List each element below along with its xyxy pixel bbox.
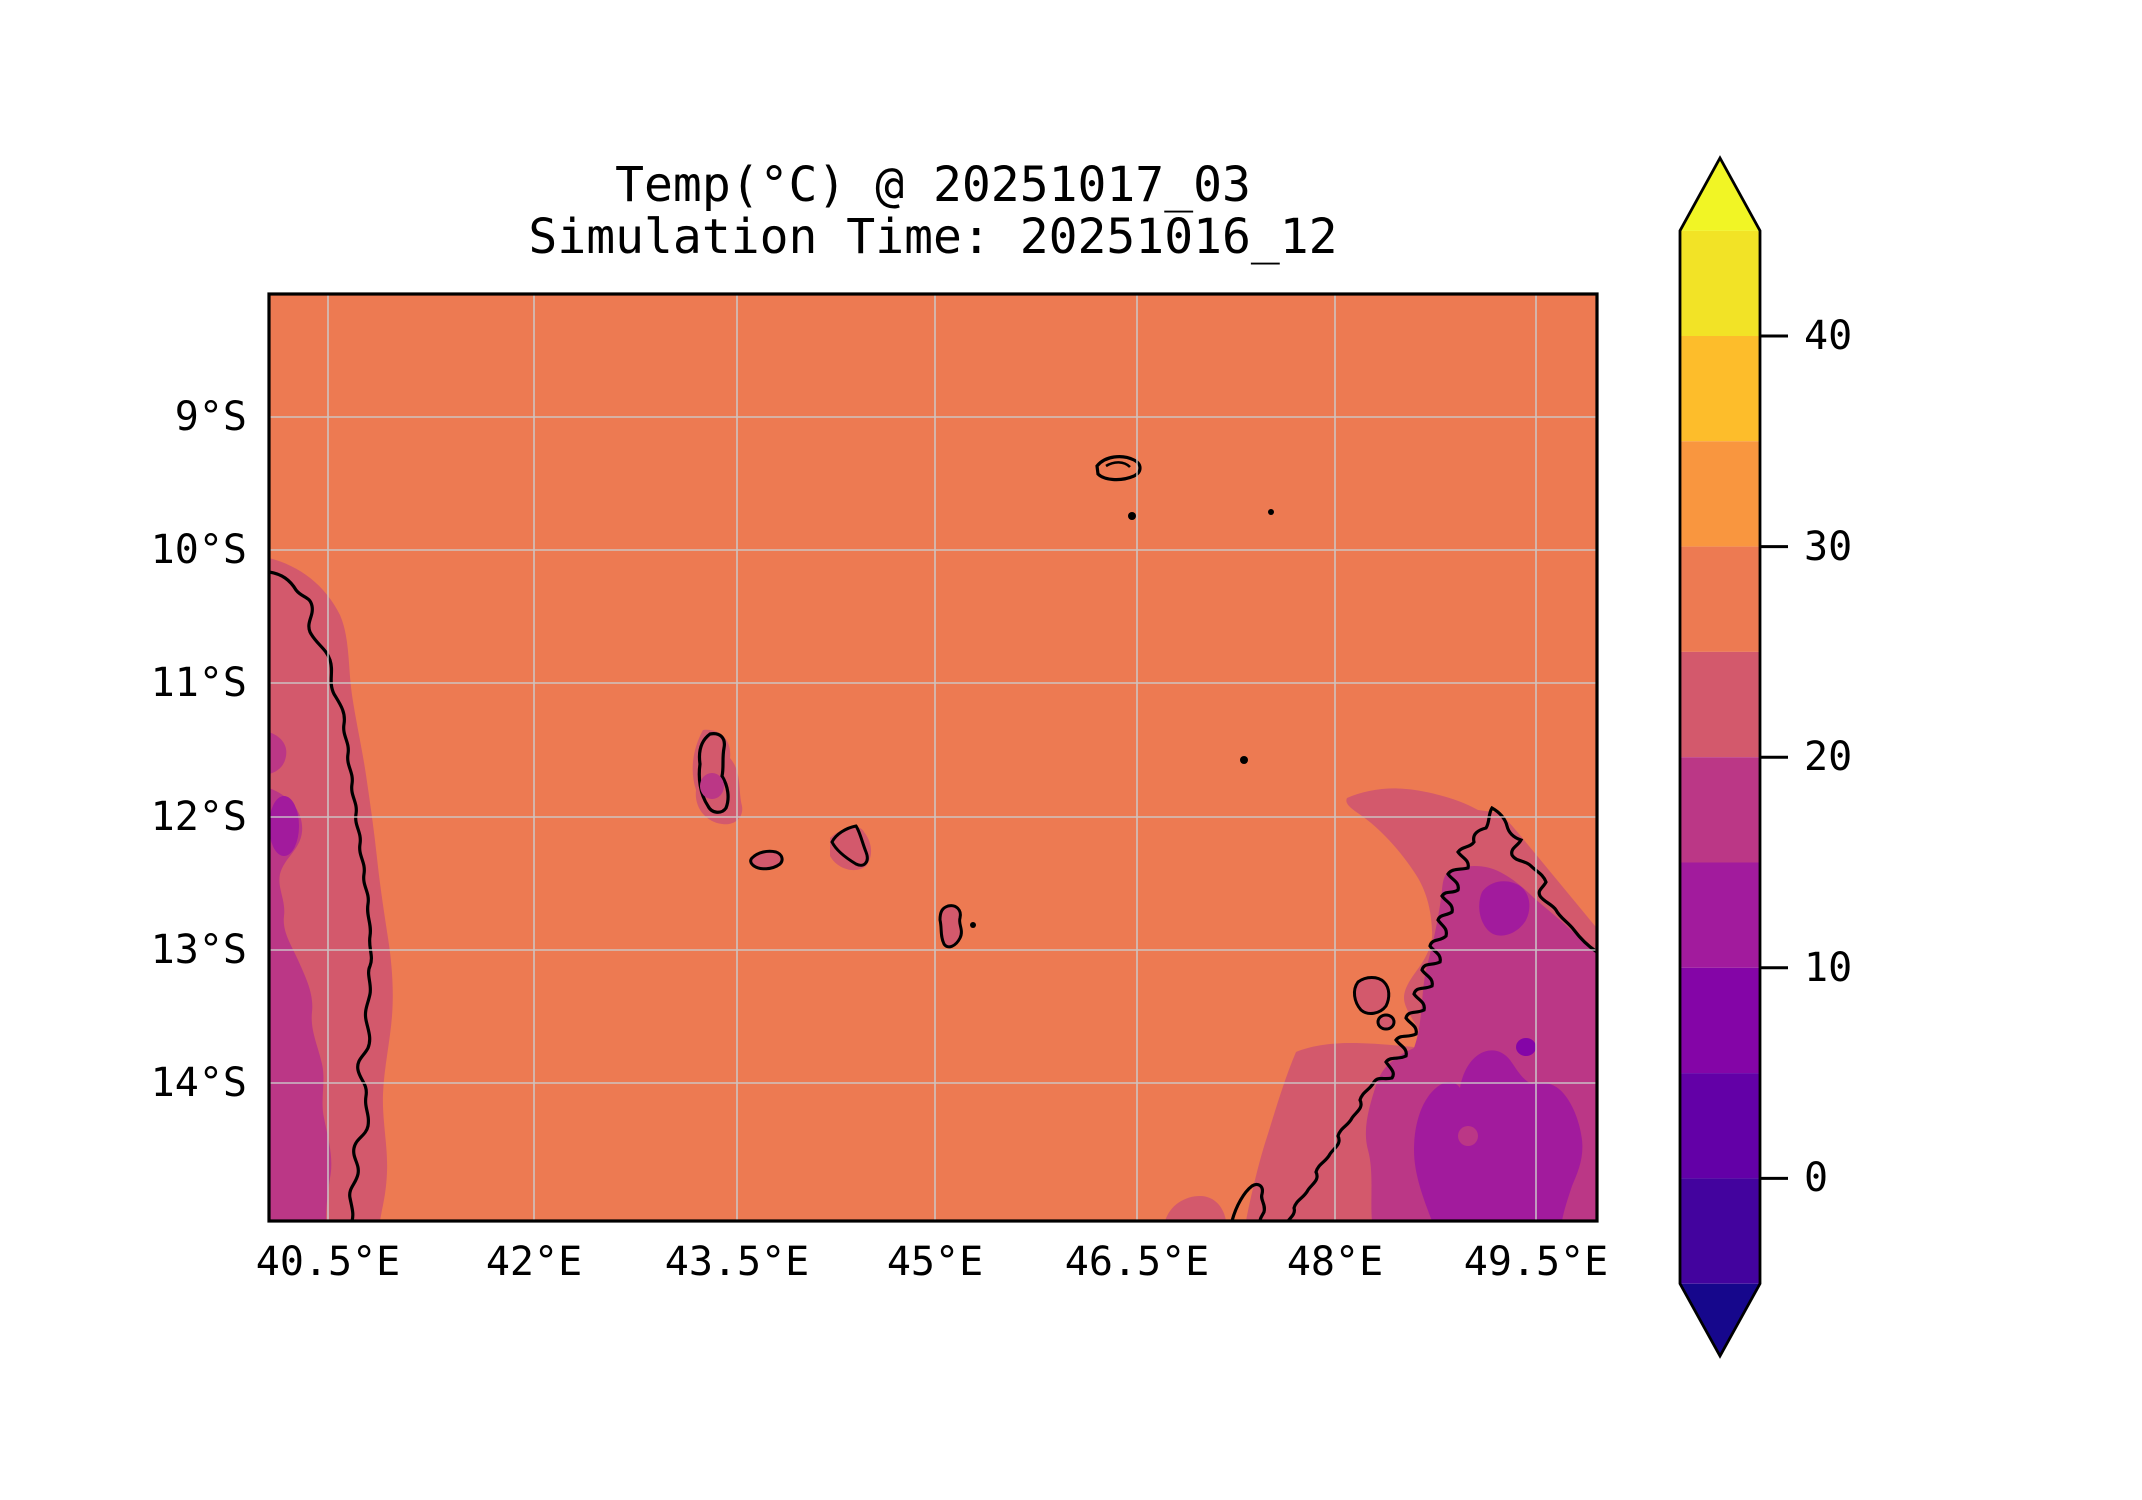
cb-seg-15-20 xyxy=(1680,757,1760,863)
madagascar-magenta-hole xyxy=(1458,1126,1478,1146)
moheli-island xyxy=(749,849,784,871)
colorbar xyxy=(1678,155,1788,1359)
map-area xyxy=(269,294,1597,1221)
cb-ticks xyxy=(1760,334,1788,1180)
gridlines xyxy=(269,294,1597,1221)
ytick-13s: 13°S xyxy=(150,927,247,973)
ytick-9s: 9°S xyxy=(174,394,247,440)
cbtick-20: 20 xyxy=(1804,734,1853,780)
xtick-46-5e: 46.5°E xyxy=(1064,1239,1210,1285)
xtick-43-5e: 43.5°E xyxy=(664,1239,810,1285)
cb-extend-over xyxy=(1680,158,1760,231)
xtick-48e: 48°E xyxy=(1286,1239,1384,1285)
cb-seg-10-15 xyxy=(1680,862,1760,968)
aldabra-lagoon-line xyxy=(1105,461,1131,468)
madagascar-coastline xyxy=(1286,805,1597,1221)
aldabra-atoll-outline xyxy=(1095,455,1142,482)
ytick-10s: 10°S xyxy=(150,527,247,573)
cb-seg-5-10 xyxy=(1680,967,1760,1074)
xtick-42e: 42°E xyxy=(485,1239,583,1285)
ytick-12s: 12°S xyxy=(150,794,247,840)
madagascar-rose-lobe-bottom xyxy=(1165,1196,1226,1221)
anjouan-island xyxy=(830,824,869,867)
map-frame xyxy=(267,292,1599,1223)
plot-subtitle: Simulation Time: 20251016_12 xyxy=(528,209,1338,265)
cbtick-0: 0 xyxy=(1804,1155,1829,1201)
nosy-be-island xyxy=(1352,976,1391,1015)
mayotte-island xyxy=(938,904,963,949)
cbtick-40: 40 xyxy=(1804,313,1853,359)
cb-seg-35-40 xyxy=(1680,336,1760,442)
assumption-island-dot xyxy=(1128,512,1136,520)
nosy-komba-island xyxy=(1376,1013,1396,1031)
madagascar-purple-blob xyxy=(1414,1050,1583,1221)
madagascar-purple-tsaratanana xyxy=(1479,881,1530,936)
xtick-40-5e: 40.5°E xyxy=(255,1239,401,1285)
ytick-11s: 11°S xyxy=(150,660,247,706)
grande-comore-core xyxy=(700,773,724,799)
madagascar-coast-peninsula xyxy=(1230,1182,1267,1221)
mozambique-magenta-patch-small xyxy=(269,732,287,774)
cb-outline xyxy=(1678,155,1762,1359)
plot-title: Temp(°C) @ 20251017_03 xyxy=(615,157,1251,213)
cb-seg-40-45 xyxy=(1680,230,1760,336)
cb-seg-30-35 xyxy=(1680,441,1760,547)
cb-seg-m5-0 xyxy=(1680,1178,1760,1284)
mozambique-purple-patch xyxy=(269,796,299,856)
cb-seg-0-5 xyxy=(1680,1073,1760,1179)
cb-seg-20-25 xyxy=(1680,651,1760,758)
mozambique-magenta-region xyxy=(269,788,332,1221)
madagascar-violet-spot xyxy=(1516,1038,1536,1056)
xtick-49-5e: 49.5°E xyxy=(1463,1239,1609,1285)
ne-coral-spot-1 xyxy=(1553,859,1567,875)
cb-extend-under xyxy=(1680,1283,1760,1356)
mozambique-coastline xyxy=(269,570,374,1221)
xtick-45e: 45°E xyxy=(886,1239,984,1285)
cbtick-10: 10 xyxy=(1804,945,1853,991)
cb-seg-25-30 xyxy=(1680,546,1760,652)
cbtick-30: 30 xyxy=(1804,524,1853,570)
ne-coral-spot-2 xyxy=(1580,878,1592,904)
mayotte-islet-dot xyxy=(970,922,976,928)
glorioso-island-dot xyxy=(1240,756,1248,764)
astove-island-dot xyxy=(1268,509,1274,515)
grande-comore-island xyxy=(697,732,730,814)
ytick-14s: 14°S xyxy=(150,1060,247,1106)
